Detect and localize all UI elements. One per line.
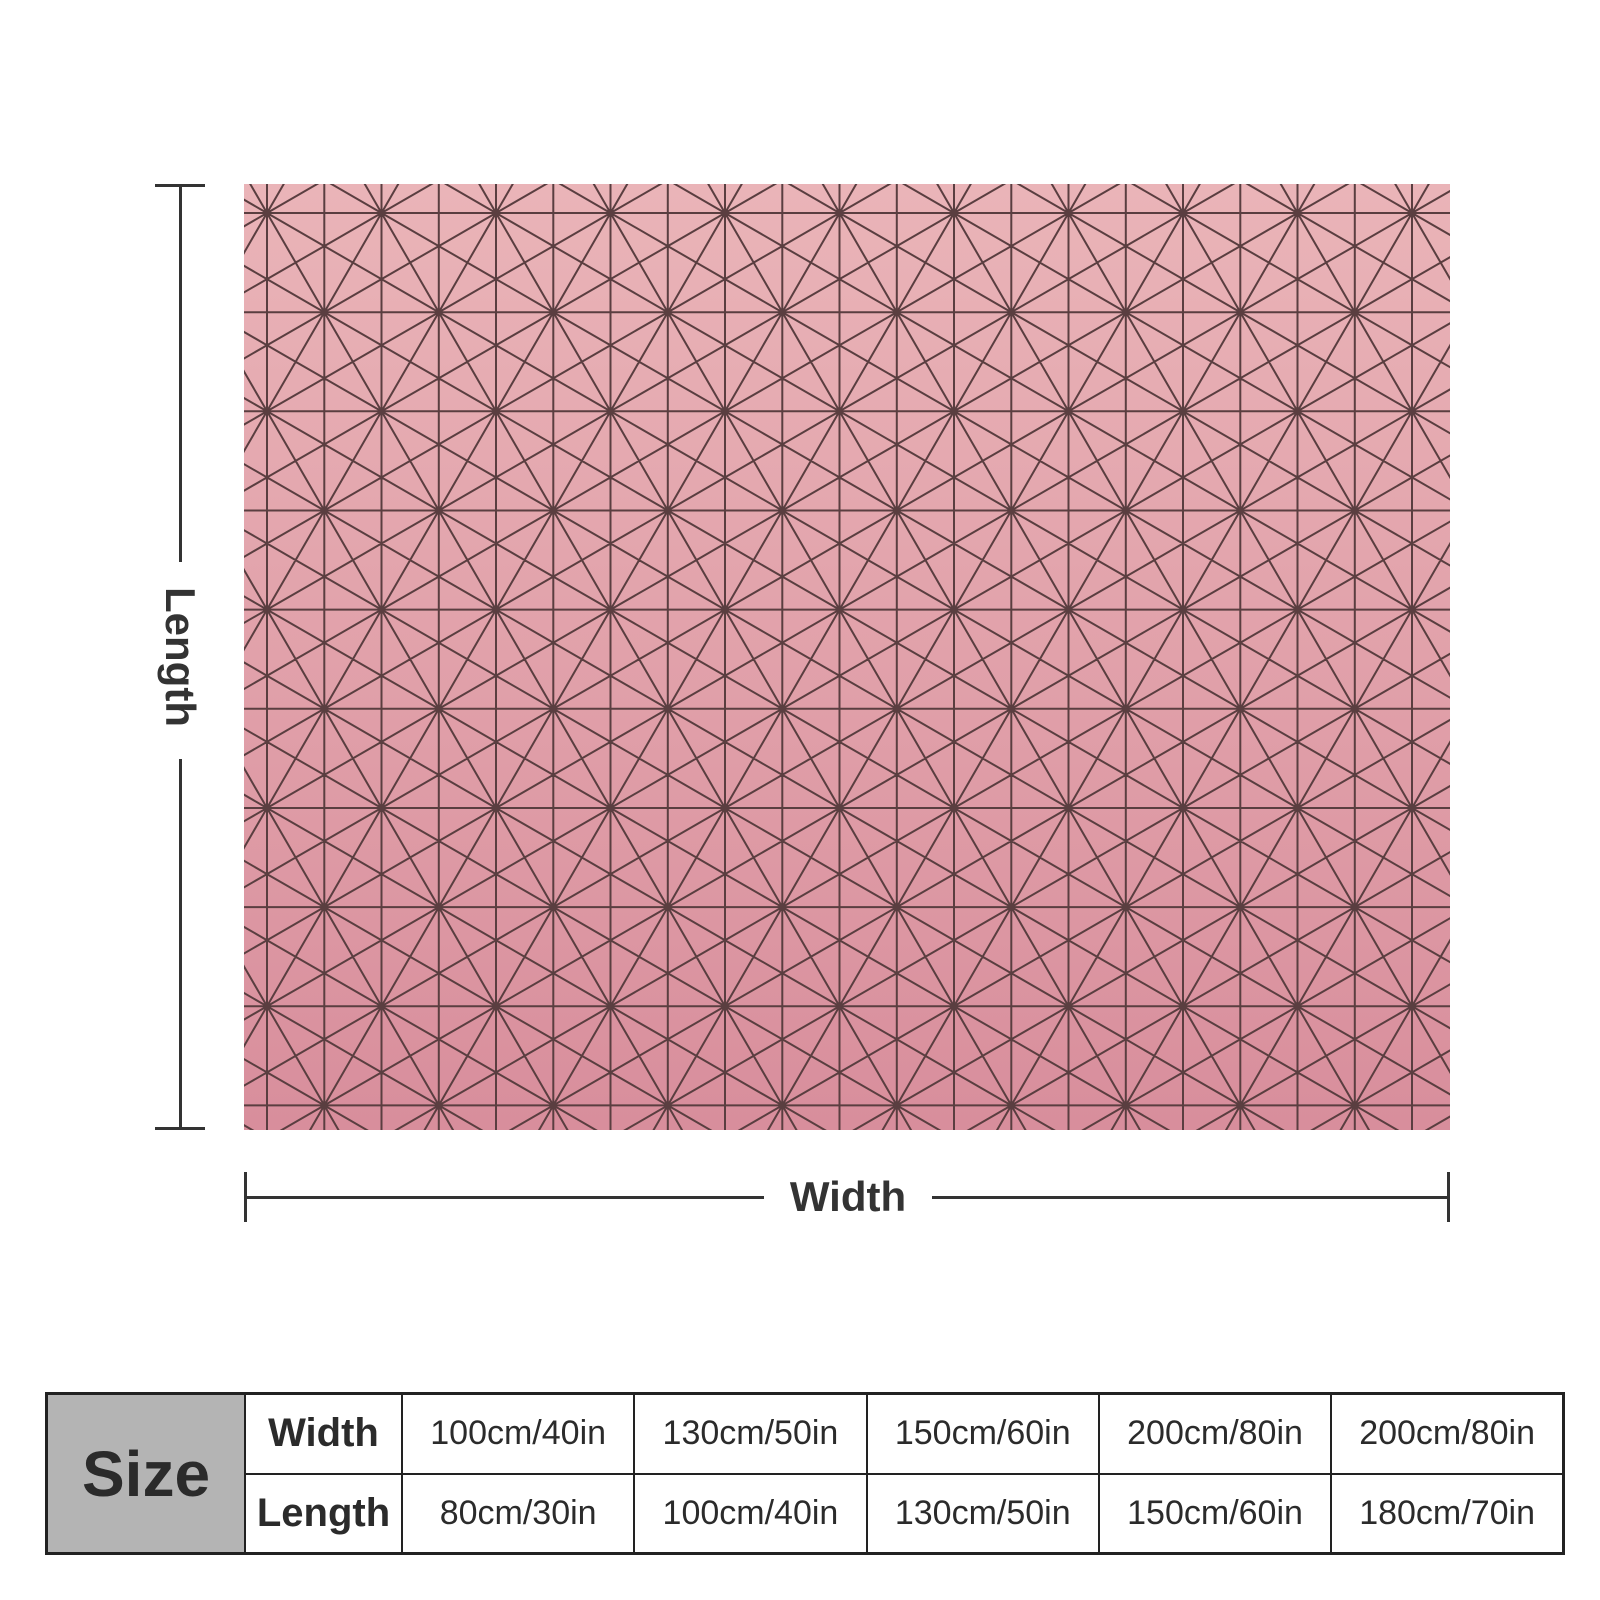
length-value: 80cm/30in [400,1472,636,1555]
width-line-left [244,1196,764,1199]
size-table: Size Width 100cm/40in 130cm/50in 150cm/6… [45,1392,1565,1555]
width-right-cap [1447,1172,1450,1222]
width-dimension-indicator: Width [244,1172,1450,1222]
width-value: 200cm/80in [1097,1392,1333,1475]
width-label: Width [789,1173,907,1220]
size-header: Size [45,1392,246,1555]
size-row-width: Size Width 100cm/40in 130cm/50in 150cm/6… [45,1392,1565,1555]
length-line-upper [179,184,182,562]
row-label-width: Width [244,1392,403,1475]
blanket-pattern-image [244,184,1450,1130]
pattern-lines-path [244,184,1450,1130]
width-value: 100cm/40in [400,1392,636,1475]
row-label-length: Length [244,1472,403,1555]
length-value: 100cm/40in [633,1472,868,1555]
size-row-length: Length 80cm/30in 100cm/40in 130cm/50in 1… [47,1472,1565,1555]
length-bottom-cap [155,1127,205,1130]
width-value: 130cm/50in [633,1392,868,1475]
length-label: Length [157,587,204,727]
length-line-lower [179,759,182,1130]
length-value: 130cm/50in [865,1472,1100,1555]
length-dimension-indicator: Length [155,184,205,1130]
asanoha-pattern [244,184,1450,1130]
width-line-right [932,1196,1450,1199]
width-value: 150cm/60in [865,1392,1100,1475]
length-value: 180cm/70in [1330,1472,1565,1555]
length-value: 150cm/60in [1097,1472,1333,1555]
width-value: 200cm/80in [1330,1392,1565,1475]
